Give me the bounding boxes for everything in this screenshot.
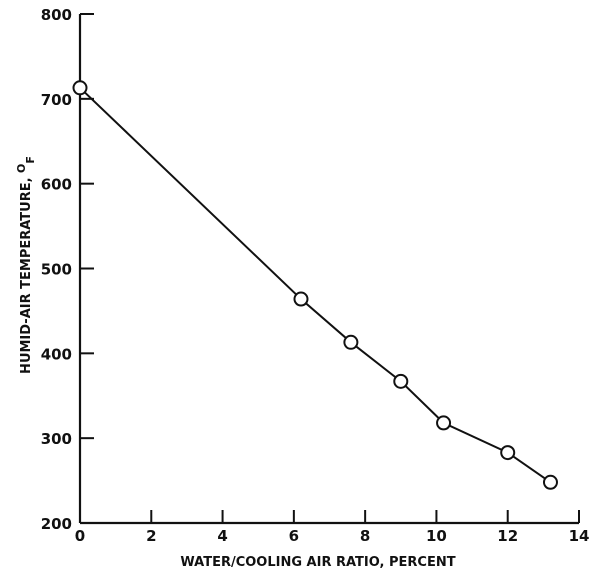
y-tick-label: 800 xyxy=(41,6,72,24)
y-axis-label-text: HUMID-AIR TEMPERATURE, xyxy=(19,173,34,374)
data-point xyxy=(436,415,452,431)
data-point xyxy=(72,80,88,96)
x-tick-label: 8 xyxy=(360,527,370,545)
x-tick-label: 4 xyxy=(217,527,227,545)
y-axis-label-unit-sub: F xyxy=(24,156,37,164)
data-point xyxy=(343,334,359,350)
y-tick-label: 700 xyxy=(41,91,72,109)
x-axis-label: WATER/COOLING AIR RATIO, PERCENT xyxy=(180,555,455,570)
data-point xyxy=(500,445,516,461)
y-tick-label: 400 xyxy=(41,345,72,363)
x-tick-label: 2 xyxy=(146,527,156,545)
data-point xyxy=(542,474,558,490)
y-tick-label: 200 xyxy=(41,515,72,533)
y-tick-label: 300 xyxy=(41,430,72,448)
y-tick-label: 600 xyxy=(41,176,72,194)
x-tick-label: 14 xyxy=(569,527,590,545)
series-line xyxy=(79,87,552,484)
x-ticks: 0 2 4 6 8 10 12 14 xyxy=(75,510,590,545)
y-axis-label: HUMID-AIR TEMPERATURE, OF xyxy=(15,156,37,374)
series xyxy=(72,80,558,490)
x-tick-label: 6 xyxy=(289,527,299,545)
x-tick-label: 0 xyxy=(75,527,85,545)
x-tick-label: 12 xyxy=(497,527,518,545)
data-point xyxy=(293,291,309,307)
data-point xyxy=(393,373,409,389)
y-axis-label-unit-sup: O xyxy=(15,164,28,173)
x-tick-label: 10 xyxy=(426,527,447,545)
y-tick-label: 500 xyxy=(41,261,72,279)
y-ticks: 200 300 400 500 600 700 800 xyxy=(41,6,94,533)
